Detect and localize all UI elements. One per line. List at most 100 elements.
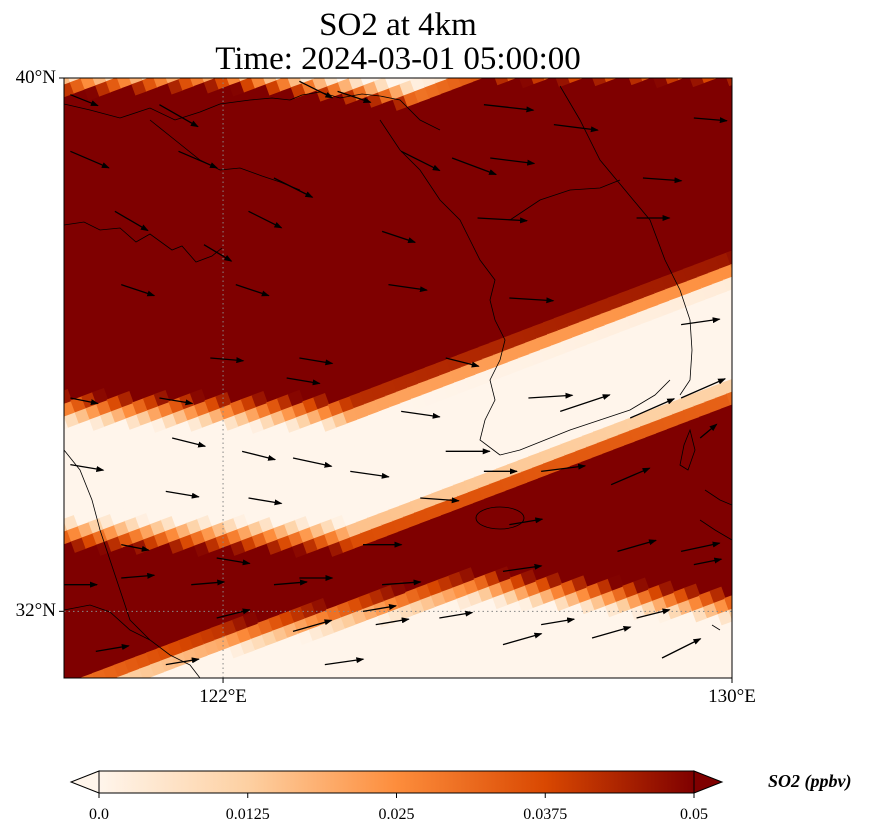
field-cell <box>536 53 552 69</box>
field-cell <box>734 271 750 287</box>
field-cell <box>215 392 232 409</box>
field-cell <box>172 689 188 705</box>
field-cell <box>606 676 623 678</box>
field-cell <box>98 54 114 70</box>
wind-arrow <box>114 210 149 232</box>
field-cell <box>574 689 590 705</box>
field-cell <box>45 674 61 690</box>
wind-arrow <box>528 392 574 399</box>
field-cell <box>170 52 186 68</box>
field-cell <box>281 686 297 702</box>
field-cell <box>391 57 407 73</box>
field-cell <box>663 78 680 85</box>
wind-arrow <box>693 557 723 566</box>
wind-arrow <box>70 464 105 472</box>
wind-arrow <box>292 457 333 468</box>
title-line-1: SO2 at 4km <box>319 7 477 43</box>
wind-arrow <box>400 150 441 172</box>
field-cell <box>585 685 601 701</box>
field-cell <box>741 396 757 412</box>
field-cell <box>743 50 759 66</box>
field-cell <box>737 385 753 401</box>
field-cell <box>741 255 757 271</box>
field-cell <box>121 683 137 699</box>
wind-arrow <box>165 490 200 499</box>
field-cell <box>214 78 231 90</box>
field-cell <box>297 78 314 84</box>
field-cell <box>62 55 78 71</box>
wind-arrow <box>210 357 245 364</box>
tsushima-island <box>679 428 696 471</box>
yalu-river <box>509 179 621 221</box>
field-cell <box>390 683 406 699</box>
field-cell <box>623 58 639 74</box>
wind-arrow <box>121 284 156 297</box>
wind-arrow <box>502 563 543 572</box>
wind-arrow <box>693 117 728 124</box>
wind-arrow <box>165 657 200 666</box>
field-cell <box>183 685 199 701</box>
field-cell <box>116 78 133 89</box>
wind-arrow <box>241 450 277 461</box>
field-cell <box>706 51 722 67</box>
map-frame <box>63 77 733 679</box>
field-cell <box>740 639 756 655</box>
field-cell <box>560 682 576 698</box>
field-cell <box>251 390 268 408</box>
wind-arrow <box>70 94 99 107</box>
wind-arrow <box>70 150 110 169</box>
field-cell <box>112 61 128 77</box>
wind-arrow <box>553 124 599 133</box>
wind-arrow <box>248 497 283 506</box>
field-cell <box>427 56 443 72</box>
wind-arrow <box>273 177 314 198</box>
wind-arrow <box>591 626 632 639</box>
field-cell <box>500 54 516 70</box>
field-cell <box>670 53 686 69</box>
field-cell <box>344 78 361 79</box>
wind-arrow <box>642 177 683 184</box>
field-cell <box>725 248 732 265</box>
field-cell <box>232 54 248 70</box>
wind-arrow <box>731 650 732 652</box>
field-cell <box>659 57 675 73</box>
wind-arrow <box>70 397 99 406</box>
field-cell <box>420 78 437 88</box>
wind-arrow <box>337 90 372 103</box>
wind-arrow <box>375 617 410 626</box>
field-cell <box>72 51 88 67</box>
field-cell <box>163 78 180 84</box>
field-cell <box>726 669 732 678</box>
field-cell <box>735 309 751 325</box>
wind-arrow <box>502 632 543 646</box>
field-cell <box>487 684 503 700</box>
field-cell <box>80 78 97 90</box>
field-cell <box>76 78 93 79</box>
field-cell <box>45 534 61 550</box>
field-cell <box>224 78 242 86</box>
field-cell <box>364 680 380 696</box>
coastline-kyushu <box>699 489 732 631</box>
wind-arrow <box>451 157 498 176</box>
field-cell <box>292 682 308 698</box>
gridlines <box>64 78 732 678</box>
field-cell <box>147 686 163 702</box>
field-cell <box>743 612 759 628</box>
wind-arrow <box>401 410 441 419</box>
colorbar-extend-high <box>693 770 724 794</box>
field-cell <box>710 78 727 79</box>
field-cell <box>266 679 282 695</box>
field-cell <box>400 679 416 695</box>
field-cell <box>451 685 467 701</box>
field-cell <box>723 274 732 292</box>
field-cell <box>60 681 76 697</box>
wind-arrow <box>350 470 390 479</box>
field-cell <box>257 57 273 73</box>
y-tick-label: 40°N <box>15 67 56 88</box>
field-cell <box>304 52 320 68</box>
field-cell <box>668 679 684 695</box>
field-cell <box>627 78 644 86</box>
field-cell <box>189 388 207 406</box>
coastline-shandong <box>64 221 223 263</box>
field-cell <box>458 567 476 584</box>
